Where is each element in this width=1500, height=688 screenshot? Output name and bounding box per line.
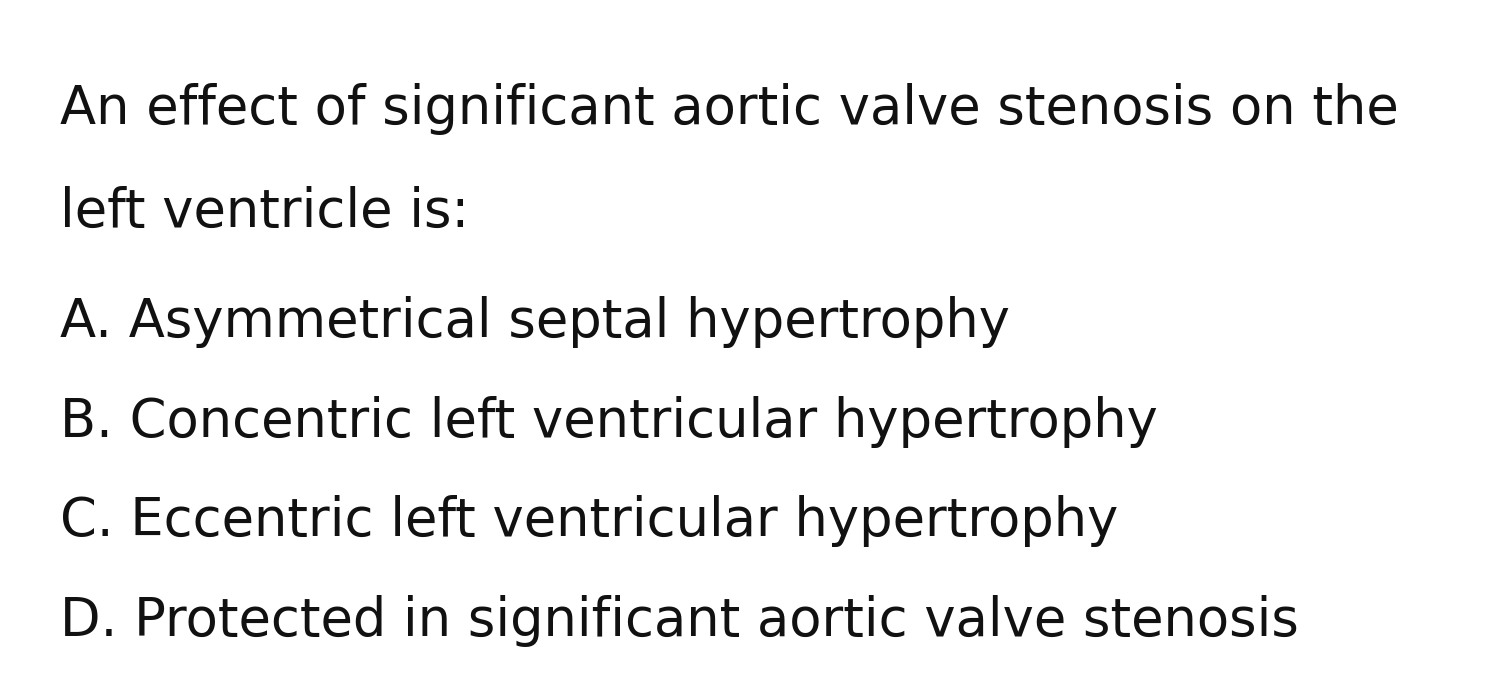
Text: D. Protected in significant aortic valve stenosis: D. Protected in significant aortic valve… xyxy=(60,595,1299,647)
Text: C. Eccentric left ventricular hypertrophy: C. Eccentric left ventricular hypertroph… xyxy=(60,495,1119,548)
Text: A. Asymmetrical septal hypertrophy: A. Asymmetrical septal hypertrophy xyxy=(60,296,1010,348)
Text: An effect of significant aortic valve stenosis on the: An effect of significant aortic valve st… xyxy=(60,83,1398,135)
Text: B. Concentric left ventricular hypertrophy: B. Concentric left ventricular hypertrop… xyxy=(60,396,1158,448)
Text: left ventricle is:: left ventricle is: xyxy=(60,186,470,238)
